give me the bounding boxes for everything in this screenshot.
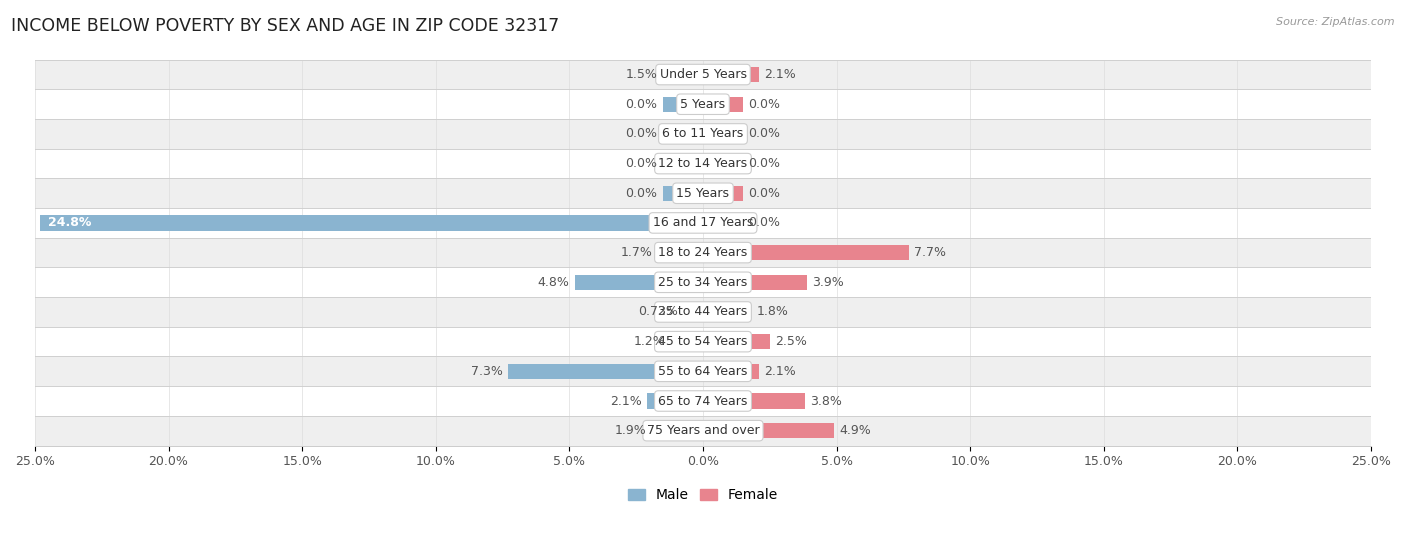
Text: 35 to 44 Years: 35 to 44 Years	[658, 305, 748, 319]
Bar	[703, 67, 759, 82]
Bar	[703, 156, 744, 171]
Text: 0.0%: 0.0%	[748, 187, 780, 200]
Bar	[662, 126, 703, 141]
Text: 75 Years and over: 75 Years and over	[647, 424, 759, 437]
Text: 1.9%: 1.9%	[616, 424, 647, 437]
Text: 0.0%: 0.0%	[748, 157, 780, 170]
Bar	[35, 357, 1371, 386]
Bar	[703, 363, 759, 379]
Bar	[703, 274, 807, 290]
Text: 0.0%: 0.0%	[626, 98, 658, 111]
Text: 0.0%: 0.0%	[748, 216, 780, 229]
Text: 2.1%: 2.1%	[610, 395, 641, 408]
Legend: Male, Female: Male, Female	[623, 483, 783, 508]
Bar	[35, 208, 1371, 238]
Text: 0.0%: 0.0%	[626, 127, 658, 140]
Text: 7.3%: 7.3%	[471, 365, 502, 378]
Bar	[35, 416, 1371, 446]
Text: 25 to 34 Years: 25 to 34 Years	[658, 276, 748, 289]
Bar	[671, 334, 703, 349]
Text: 6 to 11 Years: 6 to 11 Years	[662, 127, 744, 140]
Bar	[508, 363, 703, 379]
Text: 45 to 54 Years: 45 to 54 Years	[658, 335, 748, 348]
Text: 1.7%: 1.7%	[620, 246, 652, 259]
Text: 2.1%: 2.1%	[765, 68, 796, 81]
Bar	[703, 245, 908, 260]
Text: INCOME BELOW POVERTY BY SEX AND AGE IN ZIP CODE 32317: INCOME BELOW POVERTY BY SEX AND AGE IN Z…	[11, 17, 560, 35]
Text: 16 and 17 Years: 16 and 17 Years	[652, 216, 754, 229]
Text: 18 to 24 Years: 18 to 24 Years	[658, 246, 748, 259]
Bar	[35, 89, 1371, 119]
Text: 1.5%: 1.5%	[626, 68, 658, 81]
Bar	[35, 60, 1371, 89]
Bar	[647, 394, 703, 409]
Text: 2.1%: 2.1%	[765, 365, 796, 378]
Bar	[703, 215, 744, 231]
Bar	[35, 238, 1371, 267]
Bar	[703, 394, 804, 409]
Bar	[41, 215, 703, 231]
Bar	[703, 186, 744, 201]
Text: Under 5 Years: Under 5 Years	[659, 68, 747, 81]
Text: 0.72%: 0.72%	[638, 305, 679, 319]
Text: 7.7%: 7.7%	[914, 246, 946, 259]
Text: 1.8%: 1.8%	[756, 305, 789, 319]
Text: 24.8%: 24.8%	[48, 216, 91, 229]
Text: 0.0%: 0.0%	[748, 98, 780, 111]
Text: 15 Years: 15 Years	[676, 187, 730, 200]
Text: 65 to 74 Years: 65 to 74 Years	[658, 395, 748, 408]
Bar	[662, 67, 703, 82]
Text: 0.0%: 0.0%	[626, 187, 658, 200]
Bar	[35, 149, 1371, 178]
Text: 4.9%: 4.9%	[839, 424, 872, 437]
Bar	[662, 186, 703, 201]
Bar	[703, 126, 744, 141]
Bar	[662, 97, 703, 112]
Bar	[703, 97, 744, 112]
Bar	[658, 245, 703, 260]
Text: 3.8%: 3.8%	[810, 395, 842, 408]
Text: Source: ZipAtlas.com: Source: ZipAtlas.com	[1277, 17, 1395, 27]
Bar	[35, 267, 1371, 297]
Text: 5 Years: 5 Years	[681, 98, 725, 111]
Bar	[35, 297, 1371, 327]
Bar	[35, 386, 1371, 416]
Text: 0.0%: 0.0%	[748, 127, 780, 140]
Bar	[35, 178, 1371, 208]
Bar	[683, 304, 703, 320]
Bar	[35, 119, 1371, 149]
Text: 55 to 64 Years: 55 to 64 Years	[658, 365, 748, 378]
Text: 3.9%: 3.9%	[813, 276, 845, 289]
Text: 4.8%: 4.8%	[537, 276, 569, 289]
Text: 1.2%: 1.2%	[634, 335, 665, 348]
Bar	[703, 334, 770, 349]
Text: 2.5%: 2.5%	[775, 335, 807, 348]
Bar	[35, 327, 1371, 357]
Bar	[575, 274, 703, 290]
Bar	[662, 156, 703, 171]
Text: 12 to 14 Years: 12 to 14 Years	[658, 157, 748, 170]
Bar	[703, 423, 834, 438]
Bar	[652, 423, 703, 438]
Bar	[703, 304, 751, 320]
Text: 0.0%: 0.0%	[626, 157, 658, 170]
